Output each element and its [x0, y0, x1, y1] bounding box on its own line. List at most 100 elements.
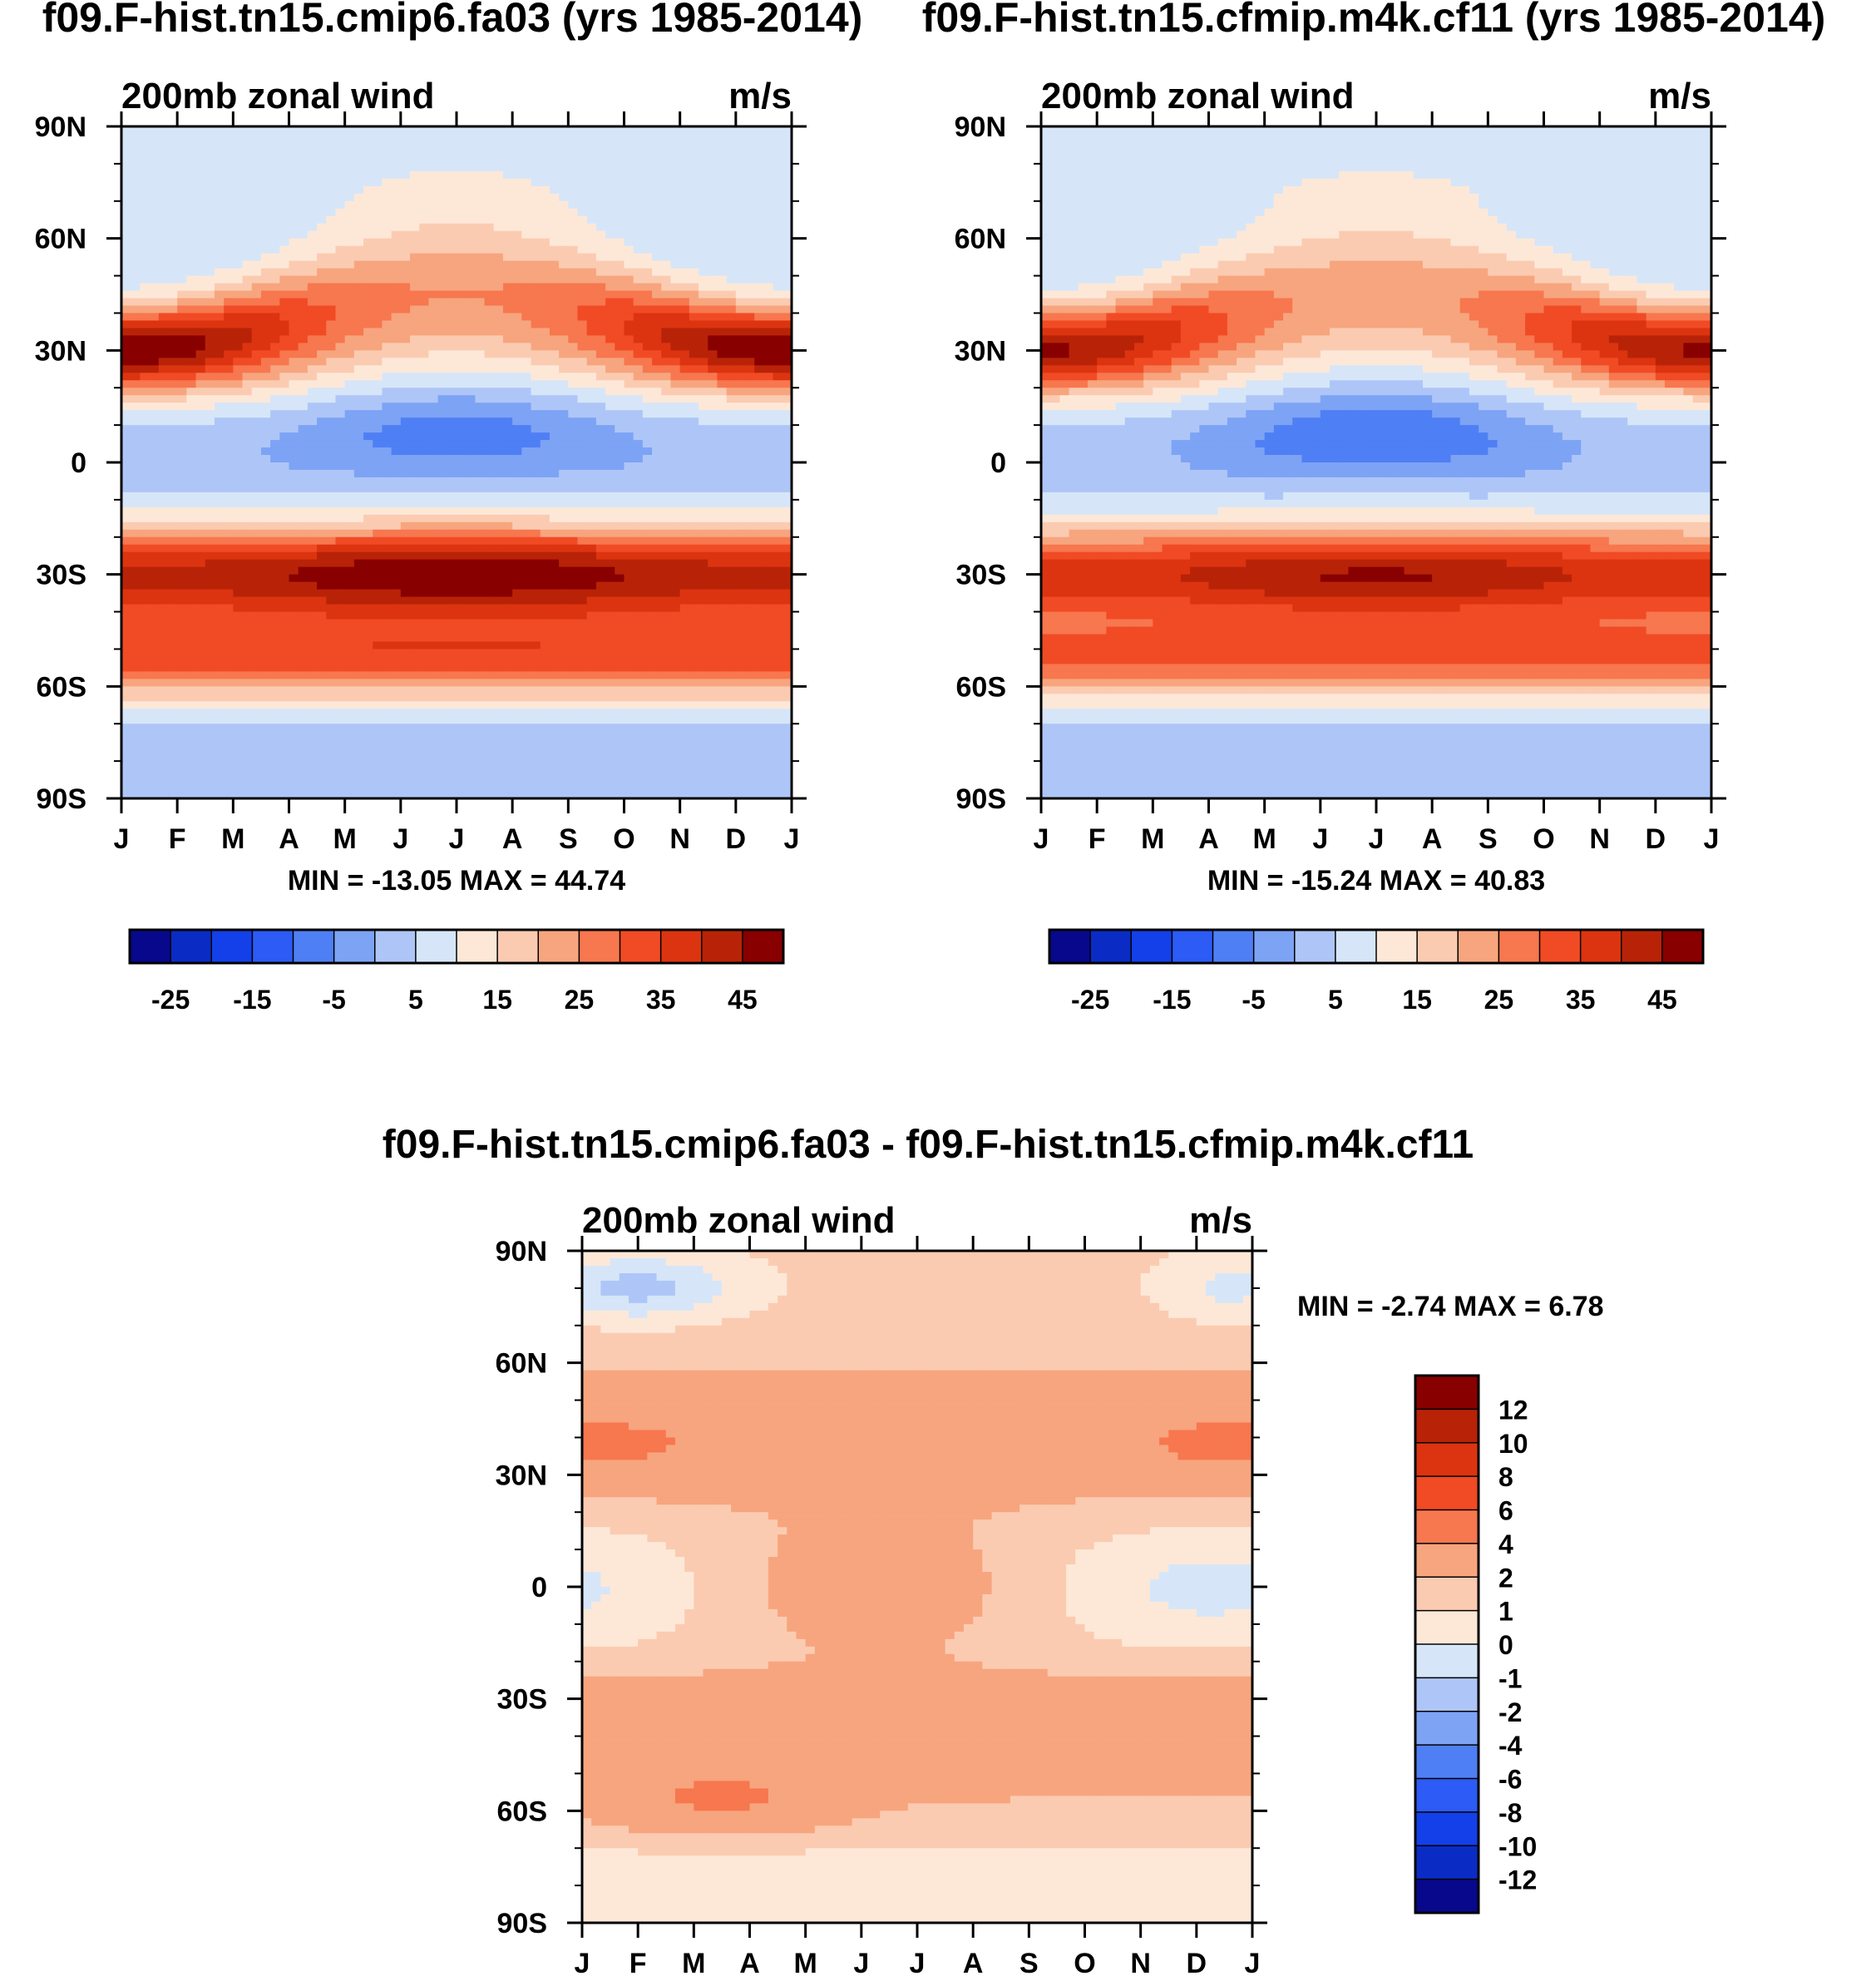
heat-cell — [243, 231, 253, 240]
heat-cell — [140, 671, 150, 679]
heat-cell — [205, 605, 215, 613]
heat-cell — [233, 261, 243, 269]
heat-cell — [224, 724, 234, 732]
heat-cell — [243, 305, 253, 314]
heat-cell — [279, 209, 289, 217]
heat-cell — [150, 753, 160, 762]
heat-cell — [186, 425, 196, 433]
heat-cell — [270, 298, 280, 306]
heat-cell — [121, 276, 131, 284]
heat-cell — [168, 403, 178, 411]
heat-cell — [159, 171, 169, 180]
heat-cell — [186, 709, 196, 717]
heat-cell — [159, 403, 169, 411]
heat-cell — [261, 403, 271, 411]
heat-cell — [131, 365, 141, 373]
heat-cell — [150, 417, 160, 426]
heat-cell — [140, 343, 150, 351]
heat-cell — [233, 612, 243, 620]
heat-cell — [196, 649, 206, 657]
heat-cell — [140, 298, 150, 306]
heat-cell — [261, 455, 271, 463]
heat-cell — [140, 716, 150, 724]
heat-cell — [252, 627, 262, 635]
heat-cell — [252, 462, 262, 471]
heat-cell — [261, 783, 271, 792]
heat-cell — [159, 201, 169, 210]
heat-cell — [243, 582, 253, 590]
heat-cell — [177, 500, 187, 508]
heat-cell — [140, 291, 150, 299]
heat-cell — [168, 515, 178, 523]
heat-cell — [233, 664, 243, 672]
heat-cell — [168, 284, 178, 292]
heat-cell — [168, 305, 178, 314]
heat-cell — [261, 335, 271, 343]
heat-cell — [270, 694, 280, 702]
heat-cell — [140, 761, 150, 769]
heat-cell — [196, 395, 206, 403]
heat-cell — [205, 560, 215, 568]
heat-cell — [252, 492, 262, 501]
heat-cell — [215, 365, 225, 373]
heat-cell — [243, 284, 253, 292]
heat-cell — [215, 343, 225, 351]
heat-cell — [270, 537, 280, 546]
heat-cell — [131, 522, 141, 531]
heat-cell — [140, 470, 150, 478]
heat-cell — [243, 365, 253, 373]
heat-cell — [252, 530, 262, 538]
heat-cell — [177, 530, 187, 538]
heat-cell — [140, 231, 150, 240]
heat-cell — [215, 395, 225, 403]
heat-cell — [215, 597, 225, 605]
heat-cell — [131, 403, 141, 411]
heat-cell — [196, 373, 206, 381]
heat-cell — [121, 231, 131, 240]
heat-cell — [252, 440, 262, 448]
heat-cell — [177, 739, 187, 747]
heat-cell — [270, 194, 280, 202]
heat-cell — [131, 671, 141, 679]
heat-cell — [270, 455, 280, 463]
heat-cell — [279, 194, 289, 202]
heat-cell — [168, 462, 178, 471]
heat-cell — [186, 739, 196, 747]
heat-cell — [121, 269, 131, 277]
heat-cell — [243, 298, 253, 306]
heat-cell — [270, 171, 280, 180]
heat-cell — [252, 186, 262, 195]
heat-cell — [121, 380, 131, 388]
heat-cell — [243, 746, 253, 754]
heat-cell — [177, 507, 187, 516]
heat-cell — [140, 552, 150, 561]
heat-cell — [140, 522, 150, 531]
heat-cell — [121, 388, 131, 396]
heat-cell — [177, 276, 187, 284]
heat-cell — [168, 701, 178, 709]
heat-cell — [224, 605, 234, 613]
heat-cell — [224, 358, 234, 366]
heat-cell — [224, 485, 234, 493]
heat-cell — [131, 432, 141, 441]
heat-cell — [233, 350, 243, 358]
heat-cell — [150, 261, 160, 269]
heat-cell — [224, 298, 234, 306]
heat-cell — [168, 395, 178, 403]
heat-cell — [233, 545, 243, 553]
heat-cell — [270, 425, 280, 433]
heat-cell — [121, 194, 131, 202]
heat-cell — [177, 388, 187, 396]
heat-cell — [224, 649, 234, 657]
heat-cell — [168, 239, 178, 247]
heat-cell — [186, 134, 196, 142]
heat-cell — [233, 753, 243, 762]
heat-cell — [215, 186, 225, 195]
heat-cell — [233, 649, 243, 657]
heat-cell — [177, 313, 187, 321]
heat-cell — [150, 552, 160, 561]
heat-cell — [168, 716, 178, 724]
heat-cell — [159, 350, 169, 358]
heat-cell — [121, 403, 131, 411]
heat-cell — [131, 537, 141, 546]
